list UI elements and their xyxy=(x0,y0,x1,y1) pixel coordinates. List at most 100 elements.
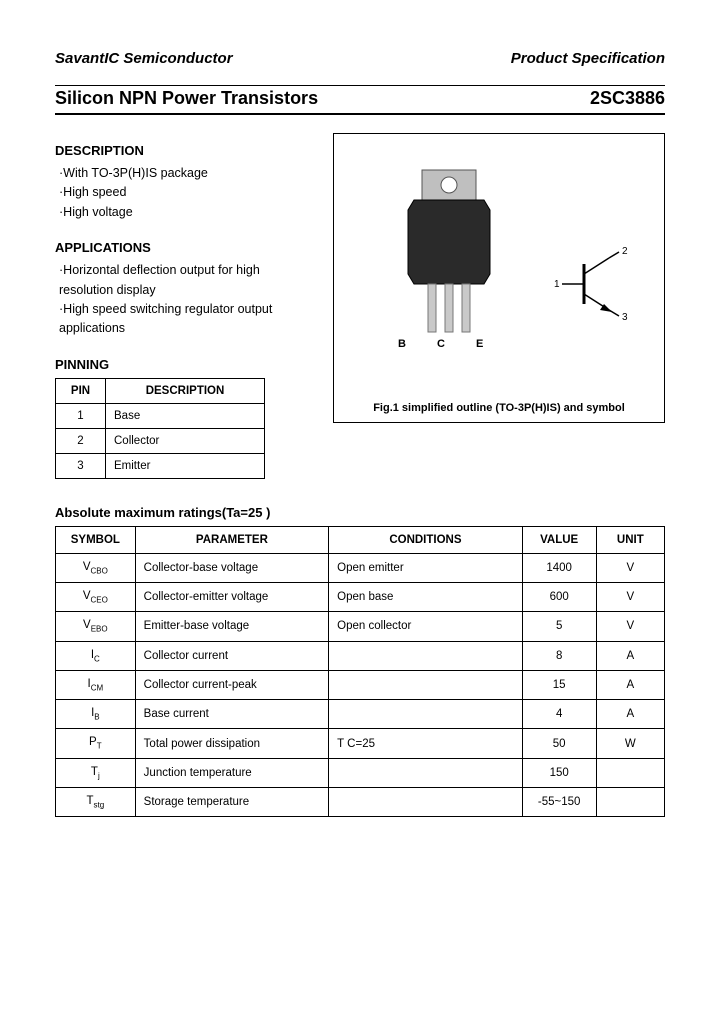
cell-value: 4 xyxy=(522,700,596,729)
desc-item: ·With TO-3P(H)IS package xyxy=(55,164,315,183)
cell-conditions: T C=25 xyxy=(329,729,523,758)
cell-value: 1400 xyxy=(522,553,596,582)
table-row: ICMCollector current-peak 15A xyxy=(56,670,665,699)
cell: 1 xyxy=(56,403,106,428)
description-heading: DESCRIPTION xyxy=(55,143,315,158)
cell-symbol: IB xyxy=(56,700,136,729)
sym-c: 2 xyxy=(622,246,628,257)
col-unit: UNIT xyxy=(596,526,664,553)
col-value: VALUE xyxy=(522,526,596,553)
table-row: IBBase current 4A xyxy=(56,700,665,729)
desc-item: ·High voltage xyxy=(55,203,315,222)
cell-unit: V xyxy=(596,553,664,582)
cell-symbol: Tstg xyxy=(56,788,136,817)
cell-parameter: Collector current xyxy=(135,641,329,670)
sym-b: 1 xyxy=(554,279,560,290)
cell-symbol: VCEO xyxy=(56,582,136,611)
cell-symbol: VCBO xyxy=(56,553,136,582)
part-number: 2SC3886 xyxy=(590,88,665,109)
cell-value: 5 xyxy=(522,612,596,641)
cell-symbol: ICM xyxy=(56,670,136,699)
cell-unit: V xyxy=(596,612,664,641)
cell-value: 8 xyxy=(522,641,596,670)
table-row: ICCollector current 8A xyxy=(56,641,665,670)
cell-conditions xyxy=(329,700,523,729)
cell-conditions xyxy=(329,641,523,670)
table-row: 1Base xyxy=(56,403,265,428)
col-symbol: SYMBOL xyxy=(56,526,136,553)
cell-conditions xyxy=(329,670,523,699)
table-row: PIN DESCRIPTION xyxy=(56,378,265,403)
package-icon xyxy=(394,164,504,344)
cell-symbol: IC xyxy=(56,641,136,670)
cell-unit: A xyxy=(596,670,664,699)
figure-caption: Fig.1 simplified outline (TO-3P(H)IS) an… xyxy=(334,402,664,414)
cell-parameter: Total power dissipation xyxy=(135,729,329,758)
pinning-heading: PINNING xyxy=(55,357,315,372)
cell-conditions: Open emitter xyxy=(329,553,523,582)
cell-symbol: Tj xyxy=(56,758,136,787)
cell-unit: W xyxy=(596,729,664,758)
cell-parameter: Base current xyxy=(135,700,329,729)
table-row: VCEOCollector-emitter voltageOpen base60… xyxy=(56,582,665,611)
transistor-symbol-icon: 2 1 3 xyxy=(554,244,634,324)
cell-value: 15 xyxy=(522,670,596,699)
cell-conditions xyxy=(329,758,523,787)
cell-parameter: Storage temperature xyxy=(135,788,329,817)
applications-list: ·Horizontal deflection output for high r… xyxy=(55,261,315,339)
cell-unit: A xyxy=(596,641,664,670)
rule xyxy=(55,113,665,115)
cell-conditions xyxy=(329,788,523,817)
figure-box: B C E 2 1 3 Fig.1 simplified outline (TO… xyxy=(333,133,665,423)
col-desc: DESCRIPTION xyxy=(106,378,265,403)
cell-unit xyxy=(596,788,664,817)
cell-parameter: Collector-emitter voltage xyxy=(135,582,329,611)
cell-parameter: Collector current-peak xyxy=(135,670,329,699)
cell-unit xyxy=(596,758,664,787)
cell-unit: V xyxy=(596,582,664,611)
cell: Base xyxy=(106,403,265,428)
cell-value: 600 xyxy=(522,582,596,611)
cell-conditions: Open base xyxy=(329,582,523,611)
product-family: Silicon NPN Power Transistors xyxy=(55,88,318,109)
cell-symbol: PT xyxy=(56,729,136,758)
ratings-heading: Absolute maximum ratings(Ta=25 ) xyxy=(55,505,665,520)
cell-symbol: VEBO xyxy=(56,612,136,641)
cell-parameter: Collector-base voltage xyxy=(135,553,329,582)
spec-label: Product Specification xyxy=(511,50,665,67)
table-row: 2Collector xyxy=(56,428,265,453)
cell-parameter: Emitter-base voltage xyxy=(135,612,329,641)
title-row: Silicon NPN Power Transistors 2SC3886 xyxy=(55,88,665,109)
cell-value: 150 xyxy=(522,758,596,787)
table-row: TstgStorage temperature -55~150 xyxy=(56,788,665,817)
cell-parameter: Junction temperature xyxy=(135,758,329,787)
pin-letters: B C E xyxy=(398,338,497,350)
table-row: VCBOCollector-base voltageOpen emitter14… xyxy=(56,553,665,582)
pinning-table: PIN DESCRIPTION 1Base 2Collector 3Emitte… xyxy=(55,378,265,479)
table-row: 3Emitter xyxy=(56,453,265,478)
cell-value: 50 xyxy=(522,729,596,758)
col-conditions: CONDITIONS xyxy=(329,526,523,553)
rule xyxy=(55,85,665,86)
page-header: SavantIC Semiconductor Product Specifica… xyxy=(55,50,665,67)
cell: Emitter xyxy=(106,453,265,478)
table-row: SYMBOL PARAMETER CONDITIONS VALUE UNIT xyxy=(56,526,665,553)
sym-e: 3 xyxy=(622,312,628,323)
cell-value: -55~150 xyxy=(522,788,596,817)
description-list: ·With TO-3P(H)IS package ·High speed ·Hi… xyxy=(55,164,315,222)
desc-item: ·High speed xyxy=(55,183,315,202)
applications-heading: APPLICATIONS xyxy=(55,240,315,255)
cell: Collector xyxy=(106,428,265,453)
cell: 2 xyxy=(56,428,106,453)
cell: 3 xyxy=(56,453,106,478)
table-row: PTTotal power dissipationT C=2550W xyxy=(56,729,665,758)
company-name: SavantIC Semiconductor xyxy=(55,50,233,67)
col-pin: PIN xyxy=(56,378,106,403)
cell-unit: A xyxy=(596,700,664,729)
cell-conditions: Open collector xyxy=(329,612,523,641)
ratings-table: SYMBOL PARAMETER CONDITIONS VALUE UNIT V… xyxy=(55,526,665,818)
app-item: ·Horizontal deflection output for high r… xyxy=(55,261,315,300)
app-item: ·High speed switching regulator output a… xyxy=(55,300,315,339)
table-row: TjJunction temperature 150 xyxy=(56,758,665,787)
col-parameter: PARAMETER xyxy=(135,526,329,553)
